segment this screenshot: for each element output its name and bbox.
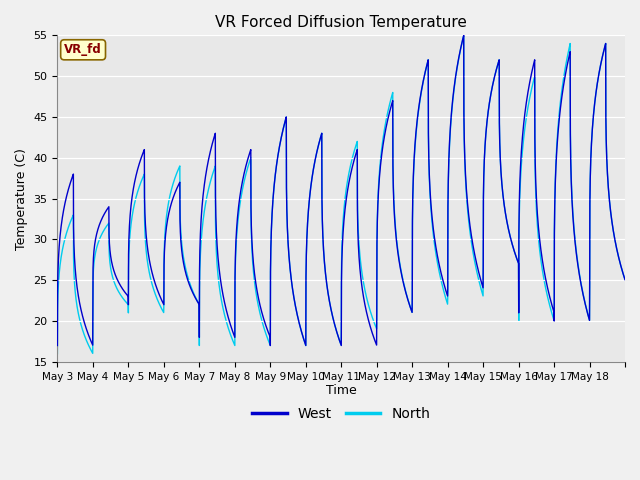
- West: [534, 224, 542, 230]
- North: [170, 179, 177, 185]
- Y-axis label: Temperature (C): Temperature (C): [15, 148, 28, 250]
- West: [615, 255, 623, 261]
- West: [54, 343, 61, 348]
- North: [615, 255, 623, 261]
- North: [500, 203, 508, 209]
- Line: North: North: [58, 36, 625, 354]
- North: [534, 235, 542, 241]
- West: [460, 33, 468, 38]
- West: [464, 207, 472, 213]
- Legend: West, North: West, North: [246, 402, 436, 427]
- X-axis label: Time: Time: [326, 384, 356, 397]
- North: [54, 351, 61, 357]
- Line: West: West: [58, 36, 625, 346]
- Title: VR Forced Diffusion Temperature: VR Forced Diffusion Temperature: [215, 15, 467, 30]
- West: [170, 193, 177, 199]
- West: [414, 111, 422, 117]
- West: [500, 203, 508, 209]
- West: [621, 277, 629, 283]
- North: [414, 113, 422, 119]
- Text: VR_fd: VR_fd: [64, 43, 102, 56]
- North: [460, 33, 468, 38]
- North: [464, 213, 472, 218]
- North: [621, 277, 629, 283]
